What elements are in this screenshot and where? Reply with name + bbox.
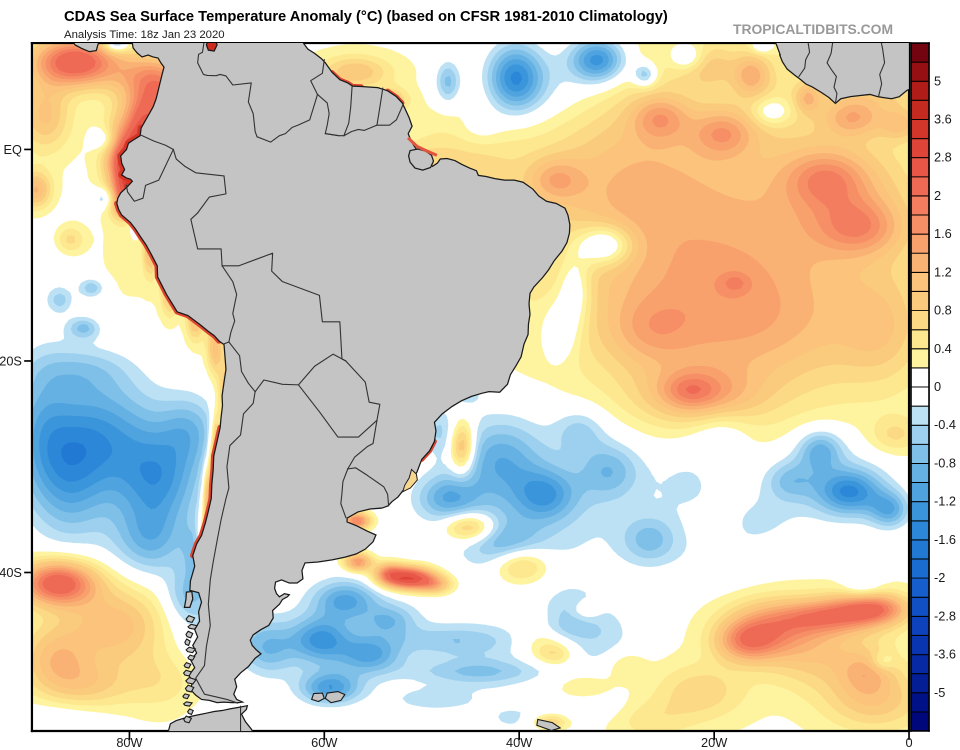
svg-text:-3.6: -3.6: [934, 647, 956, 662]
svg-text:2: 2: [934, 188, 941, 203]
svg-text:-2: -2: [934, 570, 945, 585]
svg-text:80W: 80W: [116, 735, 142, 750]
svg-text:20W: 20W: [701, 735, 727, 750]
svg-text:-2.8: -2.8: [934, 608, 956, 623]
svg-text:-5: -5: [934, 685, 945, 700]
svg-text:TROPICALTIDBITS.COM: TROPICALTIDBITS.COM: [733, 21, 893, 37]
svg-text:-1.6: -1.6: [934, 532, 956, 547]
svg-text:40S: 40S: [0, 565, 22, 580]
svg-text:3.6: 3.6: [934, 111, 952, 126]
svg-text:EQ: EQ: [3, 142, 22, 157]
svg-text:20S: 20S: [0, 354, 22, 369]
svg-text:2.8: 2.8: [934, 150, 952, 165]
svg-text:40W: 40W: [506, 735, 532, 750]
svg-text:1.2: 1.2: [934, 264, 952, 279]
svg-text:-0.4: -0.4: [934, 417, 956, 432]
svg-text:5: 5: [934, 73, 941, 88]
svg-text:0: 0: [905, 735, 912, 750]
svg-text:0.4: 0.4: [934, 341, 952, 356]
svg-text:0: 0: [934, 379, 941, 394]
svg-text:0.8: 0.8: [934, 303, 952, 318]
svg-text:-0.8: -0.8: [934, 456, 956, 471]
svg-text:Analysis Time: 18z Jan 23 2020: Analysis Time: 18z Jan 23 2020: [64, 29, 225, 41]
svg-text:-1.2: -1.2: [934, 494, 956, 509]
svg-text:60W: 60W: [311, 735, 337, 750]
svg-text:1.6: 1.6: [934, 226, 952, 241]
svg-text:CDAS Sea Surface Temperature A: CDAS Sea Surface Temperature Anomaly (°C…: [64, 9, 668, 25]
